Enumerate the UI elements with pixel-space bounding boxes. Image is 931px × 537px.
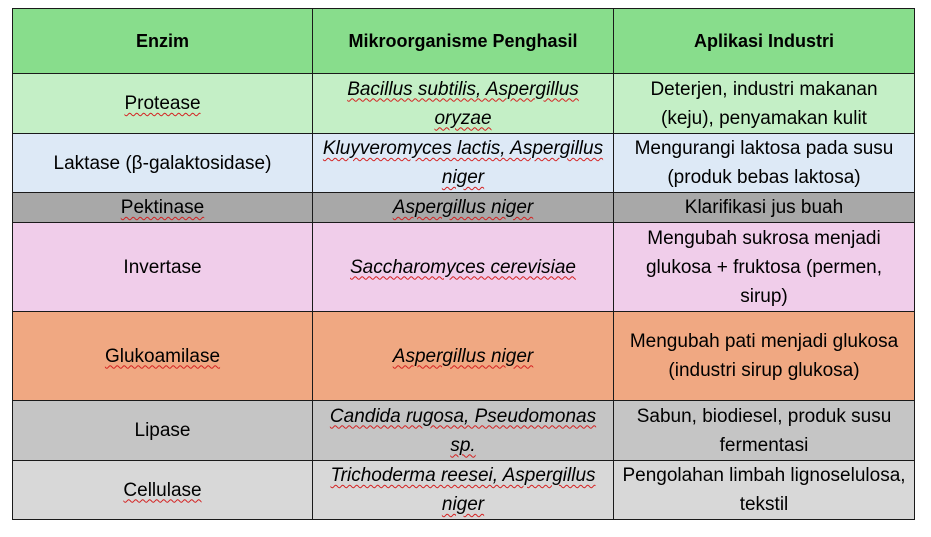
cell-aplikasi: Pengolahan limbah lignoselulosa, tekstil (613, 460, 915, 520)
table-row: Pektinase Aspergillus niger Klarifikasi … (12, 192, 915, 223)
table-row: Glukoamilase Aspergillus niger Mengubah … (12, 311, 915, 401)
enzim-name: Cellulase (123, 479, 202, 501)
cell-mikroorganisme: Kluyveromyces lactis, Aspergillus niger (312, 133, 614, 193)
enzim-name: Pektinase (120, 197, 205, 218)
header-mikroorganisme: Mikroorganisme Penghasil (312, 8, 614, 74)
table-header-row: Enzim Mikroorganisme Penghasil Aplikasi … (12, 8, 915, 74)
cell-enzim: Pektinase (12, 192, 313, 223)
table-row: Protease Bacillus subtilis, Aspergillus … (12, 73, 915, 134)
cell-enzim: Cellulase (12, 460, 313, 520)
cell-enzim: Glukoamilase (12, 311, 313, 401)
table-row: Lipase Candida rugosa, Pseudomonas sp. S… (12, 400, 915, 461)
mikroorganisme-name: Aspergillus niger (392, 197, 534, 218)
mikroorganisme-name: Aspergillus niger (392, 345, 534, 367)
cell-mikroorganisme: Aspergillus niger (312, 192, 614, 223)
header-aplikasi: Aplikasi Industri (613, 8, 915, 74)
cell-mikroorganisme: Trichoderma reesei, Aspergillus niger (312, 460, 614, 520)
cell-mikroorganisme: Saccharomyces cerevisiae (312, 222, 614, 312)
mikroorganisme-name: Saccharomyces cerevisiae (350, 256, 576, 278)
mikroorganisme-name: Kluyveromyces lactis, Aspergillus niger (322, 138, 604, 188)
cell-aplikasi: Mengubah sukrosa menjadi glukosa + frukt… (613, 222, 915, 312)
cell-enzim: Protease (12, 73, 313, 134)
cell-enzim: Invertase (12, 222, 313, 312)
table-row: Cellulase Trichoderma reesei, Aspergillu… (12, 460, 915, 520)
cell-aplikasi: Sabun, biodiesel, produk susu fermentasi (613, 400, 915, 461)
table-row: Invertase Saccharomyces cerevisiae Mengu… (12, 222, 915, 312)
mikroorganisme-name: Candida rugosa, Pseudomonas sp. (329, 405, 597, 456)
enzyme-table: Enzim Mikroorganisme Penghasil Aplikasi … (12, 8, 915, 520)
mikroorganisme-name: Trichoderma reesei, Aspergillus niger (330, 465, 596, 515)
cell-aplikasi: Deterjen, industri makanan (keju), penya… (613, 73, 915, 134)
cell-mikroorganisme: Bacillus subtilis, Aspergillus oryzae (312, 73, 614, 134)
enzim-name: Protease (124, 93, 201, 114)
cell-aplikasi: Mengubah pati menjadi glukosa (industri … (613, 311, 915, 401)
header-enzim: Enzim (12, 8, 313, 74)
cell-enzim: Laktase (β-galaktosidase) (12, 133, 313, 193)
cell-mikroorganisme: Candida rugosa, Pseudomonas sp. (312, 400, 614, 461)
cell-aplikasi: Klarifikasi jus buah (613, 192, 915, 223)
cell-aplikasi: Mengurangi laktosa pada susu (produk beb… (613, 133, 915, 193)
cell-enzim: Lipase (12, 400, 313, 461)
table-row: Laktase (β-galaktosidase) Kluyveromyces … (12, 133, 915, 193)
enzim-name: Glukoamilase (104, 345, 221, 367)
cell-mikroorganisme: Aspergillus niger (312, 311, 614, 401)
mikroorganisme-name: Bacillus subtilis, Aspergillus oryzae (347, 78, 579, 129)
